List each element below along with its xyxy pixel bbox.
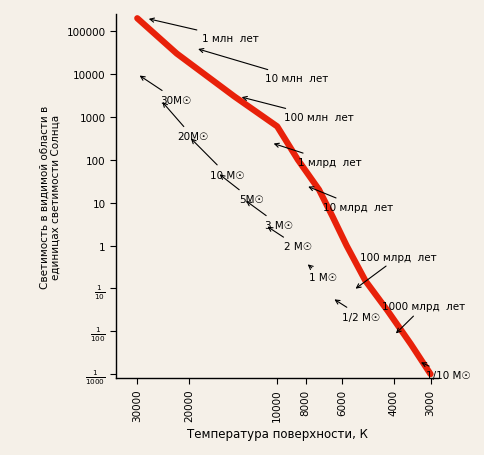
Y-axis label: Светимость в видимой области в
единицах светимости Солнца: Светимость в видимой области в единицах …: [39, 106, 61, 288]
Text: 10 млн  лет: 10 млн лет: [199, 50, 328, 84]
Text: 5M☉: 5M☉: [221, 176, 264, 205]
Text: 3 M☉: 3 M☉: [247, 202, 293, 231]
Text: 1 млн  лет: 1 млн лет: [150, 19, 259, 44]
Text: 2 M☉: 2 M☉: [269, 228, 312, 252]
Text: 30M☉: 30M☉: [141, 77, 192, 106]
Text: 1 M☉: 1 M☉: [309, 266, 337, 283]
Text: 100 млрд  лет: 100 млрд лет: [357, 252, 437, 288]
Text: 10 M☉: 10 M☉: [192, 140, 244, 180]
Text: 20M☉: 20M☉: [163, 104, 208, 142]
Text: 100 млн  лет: 100 млн лет: [243, 97, 353, 122]
Text: 1000 млрд  лет: 1000 млрд лет: [382, 302, 465, 333]
Text: 10 млрд  лет: 10 млрд лет: [309, 187, 393, 212]
Text: 1/2 M☉: 1/2 M☉: [335, 300, 380, 322]
Text: 1 млрд  лет: 1 млрд лет: [275, 144, 362, 167]
X-axis label: Температура поверхности, К: Температура поверхности, К: [187, 427, 368, 440]
Text: 1/10 M☉: 1/10 M☉: [422, 363, 471, 380]
